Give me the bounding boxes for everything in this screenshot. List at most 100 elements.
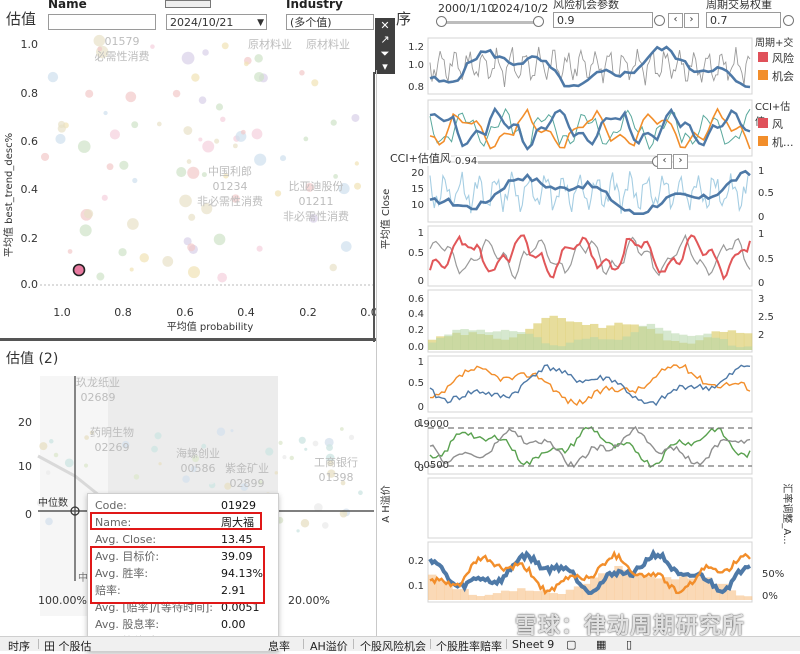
scatter1-bubble[interactable] bbox=[254, 71, 265, 83]
scatter1-bubble[interactable] bbox=[188, 213, 196, 221]
legend2-risk[interactable]: 风 bbox=[772, 118, 783, 131]
scatter2-bubble[interactable] bbox=[264, 466, 271, 473]
industry-filter-dropdown[interactable]: (多个值) bbox=[286, 14, 374, 30]
scatter1-bubble[interactable] bbox=[55, 133, 66, 145]
scatter1-bubble[interactable] bbox=[232, 143, 238, 149]
scatter1-bubble[interactable] bbox=[79, 224, 92, 237]
close-icon[interactable]: ✕ bbox=[380, 19, 390, 32]
scatter1-bubble[interactable] bbox=[77, 140, 91, 153]
scatter1-bubble[interactable] bbox=[127, 218, 139, 230]
scatter1-bubble[interactable] bbox=[280, 155, 287, 162]
scatter2-bubble[interactable] bbox=[321, 522, 329, 529]
scatter2-bubble[interactable] bbox=[49, 439, 54, 444]
scatter1-bubble[interactable] bbox=[215, 103, 224, 111]
tab-stock-valuation[interactable]: 田 个股估 bbox=[44, 640, 92, 653]
scatter1-bubble[interactable] bbox=[330, 119, 337, 126]
scatter1-bubble[interactable] bbox=[340, 241, 352, 252]
param2-input[interactable]: 0.7 bbox=[706, 12, 781, 28]
scatter2-bubble[interactable] bbox=[216, 427, 226, 436]
scatter2-bubble[interactable] bbox=[151, 445, 158, 453]
scatter2-bubble[interactable] bbox=[192, 455, 200, 463]
filter-icon[interactable]: ⏷ bbox=[380, 47, 390, 60]
tab-risk-opportunity[interactable]: 个股风险机会 bbox=[360, 640, 426, 653]
scatter1-bubble[interactable] bbox=[40, 152, 50, 161]
param1-next-button[interactable]: › bbox=[684, 13, 699, 28]
scatter1-bubble[interactable] bbox=[150, 44, 155, 49]
scatter2-bubble[interactable] bbox=[158, 462, 162, 466]
scatter2-bubble[interactable] bbox=[271, 428, 277, 433]
scatter1-bubble[interactable] bbox=[172, 89, 181, 98]
scatter2-bubble[interactable] bbox=[45, 470, 51, 475]
scatter1-bubble[interactable] bbox=[254, 153, 267, 166]
param1-prev-button[interactable]: ‹ bbox=[668, 13, 683, 28]
scatter2-bubble[interactable] bbox=[154, 432, 162, 440]
filter-toggle-button[interactable] bbox=[165, 0, 211, 8]
new-story-icon[interactable]: ▯ bbox=[626, 638, 633, 651]
legend1-opp[interactable]: 机会 bbox=[772, 70, 794, 83]
scatter1-bubble[interactable] bbox=[351, 114, 360, 122]
new-sheet-icon[interactable]: ▢ bbox=[566, 638, 577, 651]
scatter2-bubble[interactable] bbox=[324, 437, 334, 447]
scatter2-bubble[interactable] bbox=[282, 455, 287, 460]
scatter1-bubble[interactable] bbox=[131, 121, 139, 129]
scatter1-bubble[interactable] bbox=[329, 263, 337, 272]
scatter1-bubble[interactable] bbox=[299, 70, 305, 76]
scatter1-bubble[interactable] bbox=[223, 173, 229, 179]
scatter2-bubble[interactable] bbox=[39, 442, 48, 451]
scatter1-bubble[interactable] bbox=[213, 233, 226, 246]
scatter1-bubble[interactable] bbox=[132, 177, 138, 184]
scatter1-bubble[interactable] bbox=[97, 46, 103, 52]
scatter2-bubble[interactable] bbox=[298, 436, 306, 444]
cci-next-button[interactable]: › bbox=[673, 154, 688, 169]
scatter1-bubble[interactable] bbox=[333, 174, 338, 179]
date-range-handle-end[interactable] bbox=[533, 16, 544, 27]
scatter1-bubble[interactable] bbox=[85, 89, 94, 98]
legend2-opp[interactable]: 机... bbox=[772, 136, 794, 149]
tab-sheet9[interactable]: Sheet 9 bbox=[512, 638, 555, 651]
scatter2-bubble[interactable] bbox=[45, 517, 53, 526]
scatter1-bubble[interactable] bbox=[106, 163, 114, 171]
scatter2-bubble[interactable] bbox=[258, 480, 263, 485]
scatter1-bubble[interactable] bbox=[305, 182, 315, 192]
scatter1-bubble[interactable] bbox=[198, 137, 203, 142]
scatter1-bubble[interactable] bbox=[214, 138, 220, 144]
scatter2-bubble[interactable] bbox=[182, 475, 190, 483]
scatter1-bubble[interactable] bbox=[198, 96, 207, 104]
scatter2-bubble[interactable] bbox=[179, 460, 188, 469]
tab-timeseries[interactable]: 时序 bbox=[8, 640, 30, 653]
scatter2-bubble[interactable] bbox=[325, 453, 335, 463]
scatter2-bubble[interactable] bbox=[348, 434, 355, 440]
param1-input[interactable]: 0.9 bbox=[553, 12, 653, 28]
scatter1-bubble[interactable] bbox=[274, 190, 282, 197]
scatter1-bubble[interactable] bbox=[256, 245, 263, 252]
timeseries-charts[interactable]: 1.21.00.820151010.500.60.40.20.032.5210.… bbox=[380, 34, 800, 609]
scatter1-bubble[interactable] bbox=[83, 209, 94, 219]
scatter1-bubble[interactable] bbox=[191, 73, 200, 82]
tab-dividend[interactable]: 息率 bbox=[268, 640, 290, 653]
date-range-slider[interactable] bbox=[440, 21, 538, 24]
scatter1-bubble[interactable] bbox=[58, 120, 66, 128]
scatter1-bubble[interactable] bbox=[103, 110, 108, 116]
scatter1-bubble[interactable] bbox=[354, 161, 359, 166]
scatter2-bubble[interactable] bbox=[304, 447, 308, 451]
scatter2-bubble[interactable] bbox=[327, 459, 334, 467]
scatter2-bubble[interactable] bbox=[36, 499, 44, 507]
scatter1-bubble[interactable] bbox=[118, 248, 127, 257]
scatter1-bubble[interactable] bbox=[186, 159, 192, 164]
param2-slider-handle[interactable] bbox=[783, 15, 794, 26]
new-dashboard-icon[interactable]: ▦ bbox=[596, 638, 607, 651]
scatter1-bubble[interactable] bbox=[243, 61, 249, 67]
scatter1-bubble[interactable] bbox=[183, 237, 192, 246]
scatter2-bubble[interactable] bbox=[224, 482, 232, 490]
name-filter-input[interactable] bbox=[48, 14, 156, 30]
legend1-risk[interactable]: 风险 bbox=[772, 52, 794, 65]
scatter2-bubble[interactable] bbox=[83, 463, 89, 468]
scatter2-bubble[interactable] bbox=[206, 475, 216, 485]
scatter2-bubble[interactable] bbox=[339, 510, 348, 518]
scatter1-bubble[interactable] bbox=[181, 51, 195, 65]
scatter1-bubble[interactable] bbox=[311, 79, 319, 87]
scatter1-bubble[interactable] bbox=[220, 116, 226, 122]
date-range-handle-start[interactable] bbox=[436, 16, 447, 27]
scatter2-bubble[interactable] bbox=[133, 474, 140, 480]
